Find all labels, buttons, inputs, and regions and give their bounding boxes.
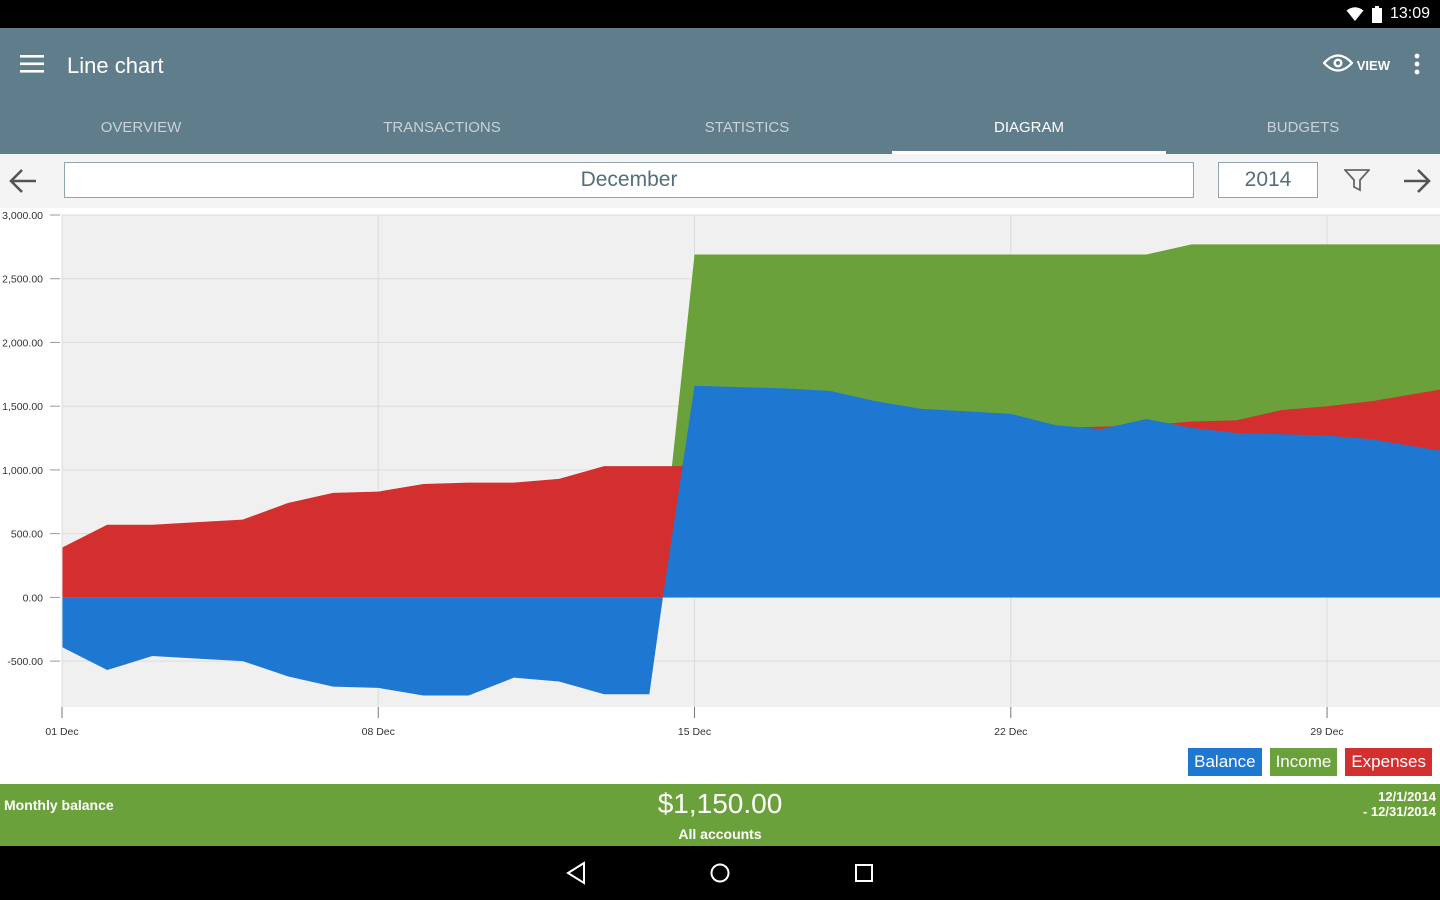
tab-overview[interactable]: OVERVIEW <box>100 118 182 136</box>
next-period-icon[interactable] <box>1402 167 1432 200</box>
y-tick-label: 1,000.00 <box>2 465 43 477</box>
battery-icon <box>1372 6 1382 28</box>
accounts-label: All accounts <box>678 826 762 842</box>
x-tick-label: 08 Dec <box>362 726 395 738</box>
status-clock: 13:09 <box>1389 5 1430 22</box>
chart-canvas: 3,000.00 2,500.00 2,000.00 1,500.00 1,000.00… <box>2 210 1440 738</box>
legend-expenses[interactable]: Expenses <box>1345 748 1432 776</box>
tab-transactions[interactable]: TRANSACTIONS <box>383 118 501 136</box>
tab-statistics[interactable]: STATISTICS <box>704 118 790 136</box>
date-range-end: - 12/31/2014 <box>1362 804 1436 819</box>
tab-budgets[interactable]: BUDGETS <box>1266 118 1340 136</box>
x-tick-label: 29 Dec <box>1310 726 1343 738</box>
page-title: Line chart <box>67 53 164 78</box>
date-range-start: 12/1/2014 <box>1378 789 1436 804</box>
y-tick-label: 500.00 <box>11 529 43 541</box>
line-chart: 3,000.00 2,500.00 2,000.00 1,500.00 1,000.00… <box>0 208 1440 784</box>
tab-diagram[interactable]: DIAGRAM <box>993 118 1064 136</box>
date-range: 12/1/2014 - 12/31/2014 <box>1363 789 1436 819</box>
system-navigation-bar <box>0 846 1440 900</box>
view-label: VIEW <box>1356 57 1390 73</box>
view-button[interactable]: VIEW <box>1322 52 1390 78</box>
active-tab-indicator <box>892 151 1166 154</box>
y-tick-label: 2,000.00 <box>2 337 43 349</box>
previous-period-icon[interactable] <box>8 167 38 200</box>
recents-icon[interactable] <box>853 861 875 890</box>
monthly-balance-amount: $1,150.00 <box>657 788 783 819</box>
monthly-balance-label: Monthly balance <box>4 797 114 813</box>
back-icon[interactable] <box>565 861 587 890</box>
area-balance <box>62 385 1440 696</box>
wifi-icon <box>1346 6 1364 27</box>
year-selector[interactable]: 2014 <box>1218 162 1318 198</box>
month-selector[interactable]: December <box>64 162 1194 198</box>
y-tick-label: 2,500.00 <box>2 274 43 286</box>
filter-icon[interactable] <box>1342 168 1372 197</box>
tab-bar: OVERVIEW TRANSACTIONS STATISTICS DIAGRAM… <box>0 100 1440 154</box>
monthly-balance-bar: Monthly balance $1,150.00 All accounts 1… <box>0 784 1440 846</box>
home-icon[interactable] <box>709 861 731 890</box>
app-bar: Line chart VIEW OVERVIEW TRANSACTIONS ST… <box>0 28 1440 154</box>
menu-icon[interactable] <box>20 55 44 78</box>
y-tick-label: 0.00 <box>23 592 44 604</box>
y-tick-label: 3,000.00 <box>2 210 43 222</box>
x-tick-label: 01 Dec <box>45 726 78 738</box>
period-bar: December 2014 <box>0 154 1440 209</box>
legend-balance[interactable]: Balance <box>1188 748 1262 776</box>
status-bar: 13:09 <box>0 0 1440 28</box>
y-tick-label: -500.00 <box>7 656 43 668</box>
y-tick-label: 1,500.00 <box>2 401 43 413</box>
eye-icon <box>1322 53 1354 77</box>
x-tick-label: 22 Dec <box>994 726 1027 738</box>
more-options-icon[interactable] <box>1414 53 1420 80</box>
x-tick-label: 15 Dec <box>678 726 711 738</box>
legend-income[interactable]: Income <box>1269 748 1338 776</box>
chart-legend: Balance Income Expenses <box>1188 748 1432 776</box>
